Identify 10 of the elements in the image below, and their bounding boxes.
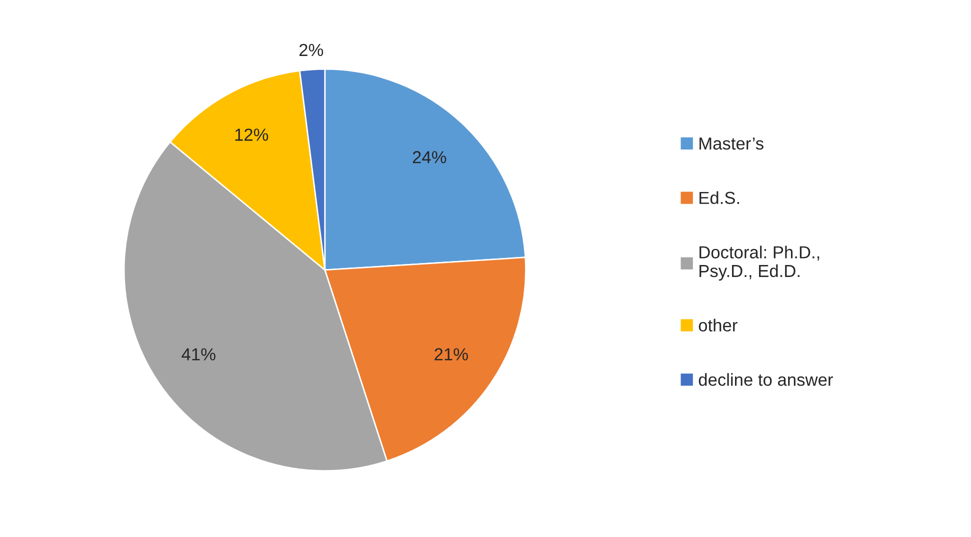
data-label: 12% — [235, 128, 268, 141]
data-label: 24% — [412, 151, 446, 164]
data-label: 41% — [182, 348, 216, 360]
legend-label: Doctoral: Ph.D., Psy.D., Ed.D. — [700, 246, 820, 281]
legend-label: Ed.S. — [700, 191, 739, 204]
legend-label: decline to answer — [698, 373, 833, 386]
legend-label: other — [698, 318, 738, 332]
legend-label: Master’s — [700, 138, 764, 150]
data-label: 2% — [299, 44, 324, 56]
data-label: 21% — [434, 348, 468, 360]
